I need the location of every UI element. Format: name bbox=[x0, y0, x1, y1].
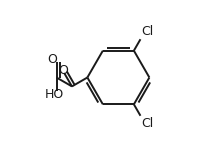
Text: Cl: Cl bbox=[141, 25, 153, 38]
Text: O: O bbox=[48, 53, 58, 66]
Text: Cl: Cl bbox=[141, 117, 153, 130]
Text: O: O bbox=[58, 64, 68, 77]
Text: HO: HO bbox=[45, 88, 64, 101]
